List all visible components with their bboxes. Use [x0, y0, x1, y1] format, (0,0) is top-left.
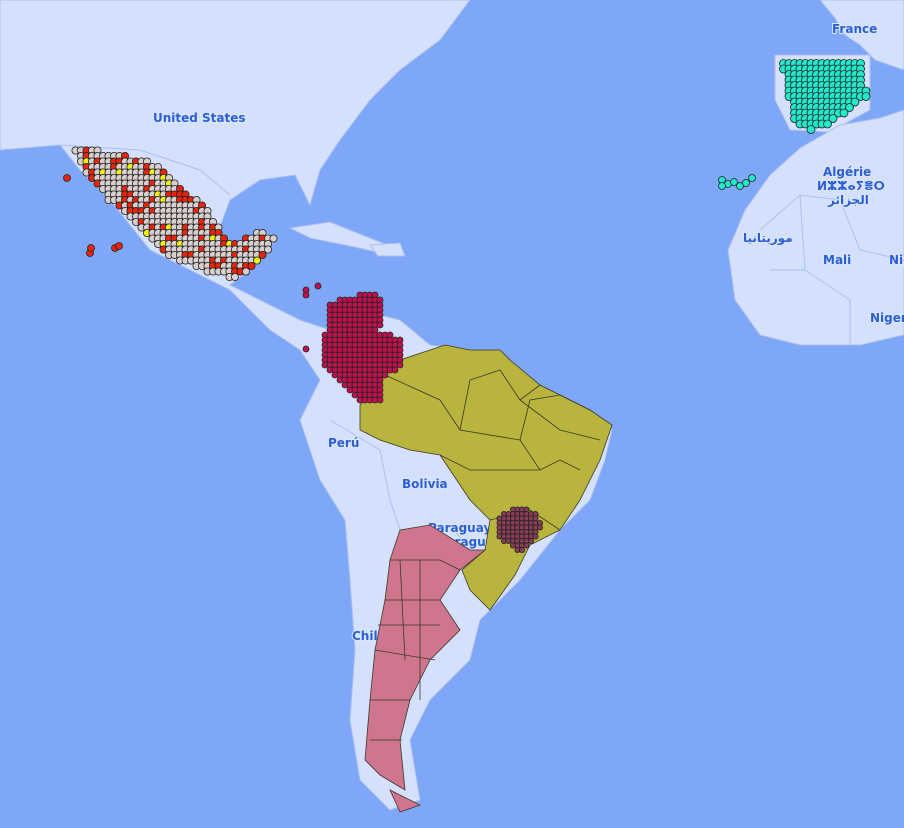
- colombia-point[interactable]: [314, 282, 322, 290]
- spain-point[interactable]: [861, 92, 871, 101]
- point-layers: [63, 59, 871, 554]
- label-paraguay: Paraguay: [428, 521, 491, 535]
- africa-land: [727, 109, 904, 346]
- label-chile: Chil: [352, 629, 378, 643]
- mexico-point[interactable]: [63, 174, 71, 182]
- label-algeria-tifinagh: ⵍⵣⵣⴰⵢⴻⵔ: [817, 179, 885, 193]
- mexico-point[interactable]: [230, 272, 239, 281]
- spain-point[interactable]: [828, 114, 838, 123]
- colombia-point[interactable]: [376, 321, 384, 329]
- mexico-point[interactable]: [241, 267, 250, 276]
- spain-point[interactable]: [823, 119, 832, 129]
- argentina-provinces-layer[interactable]: [364, 524, 487, 791]
- mexico-point[interactable]: [87, 244, 95, 252]
- mexico-point[interactable]: [269, 234, 278, 243]
- spain-point[interactable]: [850, 97, 860, 107]
- label-mali: Mali: [823, 253, 851, 267]
- colombia-point[interactable]: [391, 366, 399, 374]
- spain-point[interactable]: [736, 182, 744, 190]
- label-nigeria: Nigeri: [870, 311, 904, 325]
- mexico-point[interactable]: [115, 242, 123, 250]
- spain-point[interactable]: [839, 108, 849, 118]
- label-mauritania: موريتانيا: [743, 231, 793, 246]
- colombia-point[interactable]: [381, 371, 389, 379]
- label-peru: Perú: [328, 436, 359, 450]
- brazil-state-borders: [384, 369, 601, 531]
- europe-land: [819, 0, 904, 71]
- mexico-point[interactable]: [258, 250, 267, 259]
- label-united-states: United States: [153, 111, 246, 125]
- mexico-point[interactable]: [252, 256, 261, 265]
- colombia-point[interactable]: [302, 291, 310, 299]
- label-france: France: [832, 22, 877, 36]
- label-bolivia: Bolivia: [402, 477, 448, 491]
- hispaniola: [369, 242, 406, 257]
- spain-point[interactable]: [748, 174, 756, 182]
- tierra-del-fuego[interactable]: [389, 789, 422, 813]
- label-niger: Nig: [889, 253, 904, 267]
- brazil-south-point[interactable]: [519, 547, 526, 554]
- polygon-layers: [359, 344, 613, 813]
- brazil-states-layer[interactable]: [359, 344, 613, 611]
- brazil-south-point[interactable]: [523, 542, 530, 549]
- brazil-south-point[interactable]: [537, 524, 544, 531]
- argentina-province-borders: [370, 559, 461, 741]
- label-algeria-arabic: الجزائر: [827, 193, 869, 207]
- brazil-south-point[interactable]: [532, 533, 539, 540]
- colombia-point[interactable]: [396, 361, 404, 369]
- map-labels: United States France Algérie ⵍⵣⵣⴰⵢⴻⵔ الج…: [152, 21, 904, 644]
- mexico-point[interactable]: [263, 245, 272, 254]
- spain-point[interactable]: [806, 125, 816, 134]
- spain-point[interactable]: [730, 178, 738, 186]
- mexico-point[interactable]: [247, 261, 256, 270]
- spain-point[interactable]: [718, 182, 726, 190]
- colombia-point[interactable]: [302, 345, 310, 353]
- brazil-south-point[interactable]: [528, 538, 535, 545]
- spain-point[interactable]: [845, 103, 854, 112]
- label-algeria: Algérie: [823, 165, 871, 179]
- colombia-point[interactable]: [376, 396, 384, 404]
- africa-borders: [759, 194, 904, 345]
- spain-point[interactable]: [742, 179, 750, 187]
